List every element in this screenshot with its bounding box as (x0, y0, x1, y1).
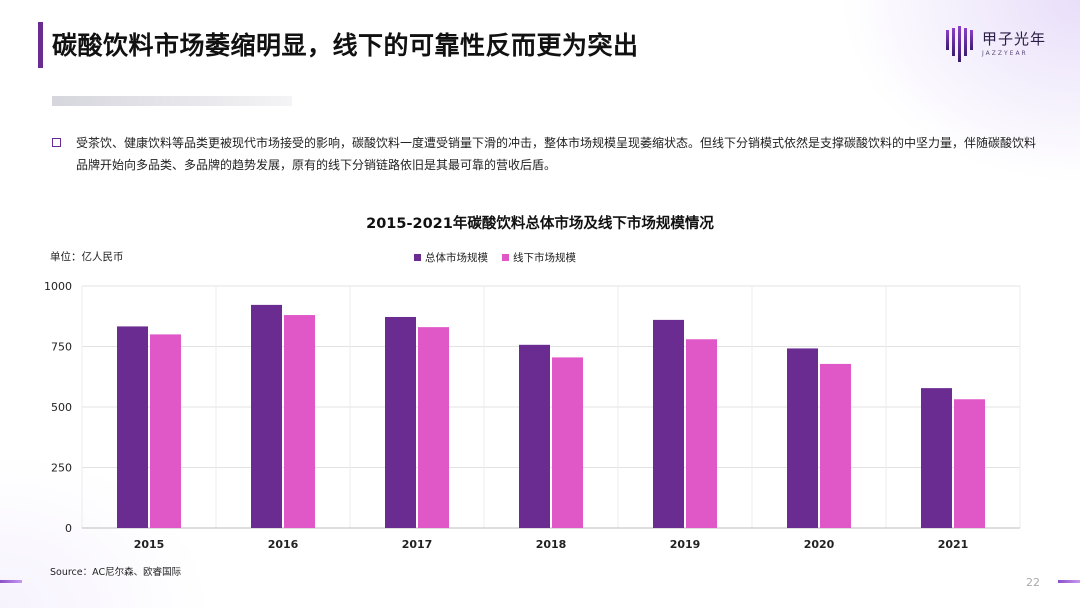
x-tick-label: 2016 (268, 538, 299, 551)
bar-total-2020 (787, 348, 818, 528)
footer-line-right (1058, 580, 1080, 583)
legend-item-offline: 线下市场规模 (502, 250, 576, 265)
logo-icon (946, 26, 973, 62)
legend-label-offline: 线下市场规模 (513, 252, 576, 264)
page-number: 22 (1026, 576, 1040, 589)
legend-swatch-total (414, 254, 421, 261)
brand-logo: 甲子光年 JAZZYEAR (944, 24, 1054, 68)
y-tick-label: 0 (65, 522, 72, 535)
source-note: Source：AC尼尔森、欧睿国际 (50, 567, 182, 578)
x-tick-label: 2020 (804, 538, 835, 551)
bar-offline-2017 (418, 327, 449, 528)
logo-subtitle: JAZZYEAR (982, 50, 1028, 57)
bar-total-2018 (519, 344, 550, 528)
bar-offline-2015 (150, 334, 181, 528)
legend-swatch-offline (502, 254, 509, 261)
body-paragraph: 受茶饮、健康饮料等品类更被现代市场接受的影响，碳酸饮料一度遭受销量下滑的冲击，整… (76, 136, 1037, 172)
footer-line-left (0, 580, 22, 583)
x-tick-label: 2019 (670, 538, 701, 551)
bar-offline-2019 (686, 339, 717, 528)
bar-offline-2018 (552, 357, 583, 528)
chart-legend: 总体市场规模 线下市场规模 (414, 250, 576, 265)
legend-label-total: 总体市场规模 (425, 252, 488, 264)
chart-title: 2015-2021年碳酸饮料总体市场及线下市场规模情况 (366, 216, 714, 232)
bar-total-2016 (251, 304, 282, 528)
bar-offline-2020 (820, 363, 851, 528)
y-tick-label: 1000 (44, 280, 72, 293)
title-underline (52, 96, 292, 106)
page-title: 碳酸饮料市场萎缩明显，线下的可靠性反而更为突出 (52, 31, 639, 60)
bar-offline-2021 (954, 399, 985, 528)
title-accent-bar (38, 22, 43, 68)
bar-total-2021 (921, 388, 952, 528)
bar-total-2015 (117, 326, 148, 528)
logo-name: 甲子光年 (982, 30, 1047, 48)
bar-total-2019 (653, 319, 684, 528)
y-tick-label: 500 (51, 401, 72, 414)
x-tick-label: 2017 (402, 538, 433, 551)
chart-unit-label: 单位：亿人民币 (50, 251, 124, 263)
y-tick-label: 750 (51, 341, 72, 354)
x-tick-label: 2018 (536, 538, 567, 551)
bullet-square-icon (52, 138, 61, 147)
bar-chart: 0 250 500 750 1000 2015 2016 2017 2018 2019 2020 20… (44, 280, 1021, 551)
legend-item-total: 总体市场规模 (414, 250, 488, 265)
x-tick-label: 2015 (134, 538, 165, 551)
bar-total-2017 (385, 316, 416, 528)
x-tick-label: 2021 (938, 538, 969, 551)
y-tick-label: 250 (51, 462, 72, 475)
bar-offline-2016 (284, 315, 315, 528)
